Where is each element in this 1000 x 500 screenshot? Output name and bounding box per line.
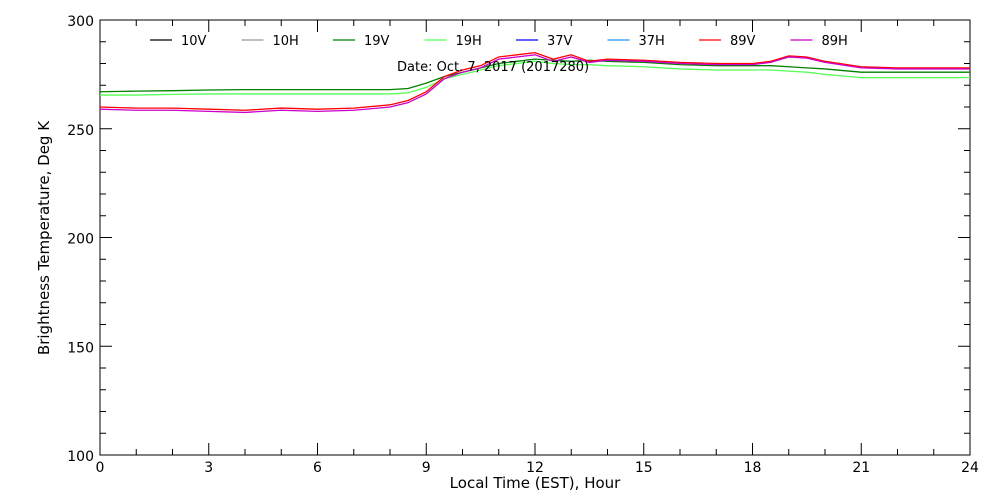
legend-label-89H: 89H xyxy=(822,34,848,49)
x-tick-label: 21 xyxy=(852,460,870,476)
legend-label-10V: 10V xyxy=(181,34,207,49)
x-tick-label: 18 xyxy=(744,460,762,476)
series-line-89V xyxy=(99,51,970,111)
y-tick-label: 200 xyxy=(67,232,94,248)
x-tick-label: 12 xyxy=(526,460,544,476)
y-tick-label: 100 xyxy=(67,449,94,465)
x-tick-label: 15 xyxy=(635,460,653,476)
x-tick-label: 24 xyxy=(961,460,979,476)
date-annotation: Date: Oct. 7, 2017 (2017280) xyxy=(397,60,589,75)
plot-frame xyxy=(99,19,971,456)
x-axis-label: Local Time (EST), Hour xyxy=(450,474,621,492)
legend-label-37V: 37V xyxy=(547,34,573,49)
legend-label-89V: 89V xyxy=(730,34,756,49)
series-line-89H xyxy=(99,54,970,114)
y-axis-label: Brightness Temperature, Deg K xyxy=(35,120,53,355)
legend-label-19V: 19V xyxy=(364,34,390,49)
series-line-19H xyxy=(100,60,970,96)
series-line-19V xyxy=(99,58,970,93)
y-tick-label: 250 xyxy=(67,123,94,139)
y-tick-label: 150 xyxy=(67,340,94,356)
y-tick-label: 300 xyxy=(67,14,94,30)
legend-label-37H: 37H xyxy=(639,34,665,49)
x-tick-label: 0 xyxy=(96,460,105,476)
x-tick-label: 9 xyxy=(422,460,431,476)
legend-label-19H: 19H xyxy=(456,34,482,49)
legend-label-10H: 10H xyxy=(273,34,299,49)
x-tick-label: 3 xyxy=(204,460,213,476)
x-tick-label: 6 xyxy=(313,460,322,476)
